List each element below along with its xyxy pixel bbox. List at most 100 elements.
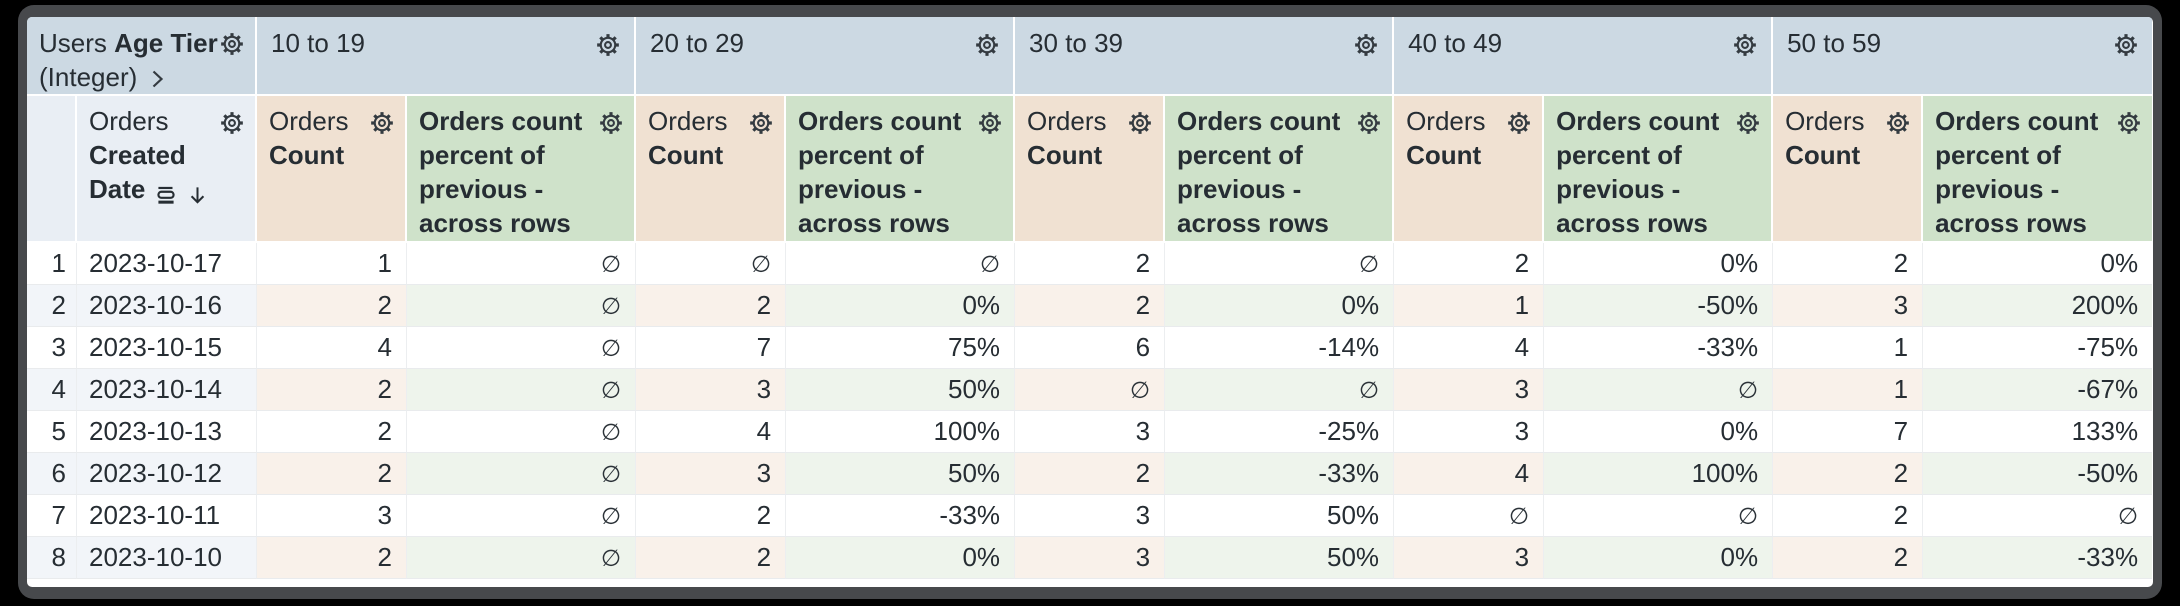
cell-orders-count[interactable]: 3 [1015, 537, 1166, 579]
cell-orders-count[interactable]: 2 [636, 285, 787, 327]
gear-icon[interactable] [1734, 104, 1762, 138]
measure-header-percent-of-previous[interactable]: Orders count percent of previous - acros… [407, 96, 637, 243]
measure-header-percent-of-previous[interactable]: Orders count percent of previous - acros… [1923, 96, 2153, 243]
cell-percent-of-previous[interactable]: -33% [1165, 453, 1395, 495]
cell-percent-of-previous[interactable]: ∅ [407, 327, 637, 369]
cell-orders-count[interactable]: 4 [1394, 453, 1545, 495]
cell-orders-count[interactable]: 2 [1394, 243, 1545, 285]
gear-icon[interactable] [1731, 26, 1759, 60]
gear-icon[interactable] [218, 25, 246, 59]
cell-orders-count[interactable]: 3 [1773, 285, 1924, 327]
pivot-header-30-39[interactable]: 30 to 39 [1015, 17, 1395, 96]
cell-orders-count[interactable]: 1 [1773, 327, 1924, 369]
cell-percent-of-previous[interactable]: ∅ [1544, 495, 1774, 537]
measure-header-orders-count[interactable]: Orders Count [636, 96, 787, 243]
gear-icon[interactable] [976, 104, 1004, 138]
cell-percent-of-previous[interactable]: -14% [1165, 327, 1395, 369]
cell-orders-count[interactable]: 3 [636, 369, 787, 411]
cell-percent-of-previous[interactable]: 0% [1165, 285, 1395, 327]
cell-orders-count[interactable]: 2 [257, 369, 408, 411]
gear-icon[interactable] [2112, 26, 2140, 60]
cell-orders-count[interactable]: 2 [257, 285, 408, 327]
cell-percent-of-previous[interactable]: 100% [1544, 453, 1774, 495]
dimension-header-users-age-tier[interactable]: Users Age Tier (Integer) [27, 17, 258, 96]
cell-percent-of-previous[interactable]: 200% [1923, 285, 2153, 327]
gear-icon[interactable] [1352, 26, 1380, 60]
cell-orders-count[interactable]: 3 [1394, 369, 1545, 411]
cell-percent-of-previous[interactable]: ∅ [407, 243, 637, 285]
cell-orders-count[interactable]: 2 [1773, 243, 1924, 285]
cell-percent-of-previous[interactable]: ∅ [1923, 495, 2153, 537]
grouped-rows-icon[interactable] [153, 178, 179, 208]
cell-percent-of-previous[interactable]: 0% [1544, 243, 1774, 285]
cell-orders-count[interactable]: 2 [1015, 285, 1166, 327]
cell-orders-created-date[interactable]: 2023-10-11 [77, 495, 258, 537]
cell-percent-of-previous[interactable]: -33% [1923, 537, 2153, 579]
cell-orders-count[interactable]: 2 [636, 537, 787, 579]
cell-percent-of-previous[interactable]: 0% [786, 285, 1016, 327]
cell-percent-of-previous[interactable]: -67% [1923, 369, 2153, 411]
cell-orders-count[interactable]: 2 [1773, 495, 1924, 537]
cell-orders-created-date[interactable]: 2023-10-12 [77, 453, 258, 495]
cell-orders-count[interactable]: 3 [1394, 537, 1545, 579]
cell-percent-of-previous[interactable]: 75% [786, 327, 1016, 369]
cell-orders-created-date[interactable]: 2023-10-10 [77, 537, 258, 579]
cell-percent-of-previous[interactable]: 50% [1165, 537, 1395, 579]
cell-orders-count[interactable]: 2 [1773, 537, 1924, 579]
cell-orders-created-date[interactable]: 2023-10-13 [77, 411, 258, 453]
cell-percent-of-previous[interactable]: 0% [1923, 243, 2153, 285]
gear-icon[interactable] [1884, 104, 1912, 138]
gear-icon[interactable] [2115, 104, 2143, 138]
measure-header-orders-count[interactable]: Orders Count [1773, 96, 1924, 243]
cell-orders-count[interactable]: 1 [257, 243, 408, 285]
row-field-header-orders-created-date[interactable]: Orders Created Date [77, 96, 258, 243]
cell-percent-of-previous[interactable]: ∅ [407, 285, 637, 327]
cell-percent-of-previous[interactable]: ∅ [407, 495, 637, 537]
gear-icon[interactable] [747, 104, 775, 138]
pivot-header-40-49[interactable]: 40 to 49 [1394, 17, 1774, 96]
cell-percent-of-previous[interactable]: 100% [786, 411, 1016, 453]
cell-orders-count[interactable]: 4 [636, 411, 787, 453]
cell-percent-of-previous[interactable]: -50% [1923, 453, 2153, 495]
measure-header-orders-count[interactable]: Orders Count [1015, 96, 1166, 243]
cell-percent-of-previous[interactable]: ∅ [1165, 243, 1395, 285]
cell-orders-count[interactable]: 1 [1773, 369, 1924, 411]
cell-orders-created-date[interactable]: 2023-10-14 [77, 369, 258, 411]
gear-icon[interactable] [1126, 104, 1154, 138]
chevron-right-icon[interactable] [145, 62, 169, 92]
cell-orders-count[interactable]: ∅ [1394, 495, 1545, 537]
measure-header-orders-count[interactable]: Orders Count [257, 96, 408, 243]
cell-orders-count[interactable]: 2 [257, 537, 408, 579]
cell-percent-of-previous[interactable]: ∅ [407, 453, 637, 495]
cell-percent-of-previous[interactable]: 0% [786, 537, 1016, 579]
cell-percent-of-previous[interactable]: 50% [786, 453, 1016, 495]
cell-percent-of-previous[interactable]: 50% [786, 369, 1016, 411]
cell-percent-of-previous[interactable]: ∅ [407, 411, 637, 453]
pivot-header-10-19[interactable]: 10 to 19 [257, 17, 637, 96]
cell-percent-of-previous[interactable]: -33% [1544, 327, 1774, 369]
cell-orders-count[interactable]: ∅ [1015, 369, 1166, 411]
cell-orders-count[interactable]: 3 [1394, 411, 1545, 453]
cell-percent-of-previous[interactable]: -75% [1923, 327, 2153, 369]
cell-orders-count[interactable]: 2 [1015, 453, 1166, 495]
cell-percent-of-previous[interactable]: 133% [1923, 411, 2153, 453]
cell-percent-of-previous[interactable]: 0% [1544, 411, 1774, 453]
cell-percent-of-previous[interactable]: 0% [1544, 537, 1774, 579]
cell-orders-count[interactable]: 3 [1015, 411, 1166, 453]
measure-header-orders-count[interactable]: Orders Count [1394, 96, 1545, 243]
cell-percent-of-previous[interactable]: -33% [786, 495, 1016, 537]
cell-orders-count[interactable]: 3 [1015, 495, 1166, 537]
sort-descending-arrow-icon[interactable] [186, 178, 209, 208]
cell-orders-count[interactable]: 6 [1015, 327, 1166, 369]
cell-percent-of-previous[interactable]: 50% [1165, 495, 1395, 537]
cell-orders-count[interactable]: 3 [257, 495, 408, 537]
measure-header-percent-of-previous[interactable]: Orders count percent of previous - acros… [1165, 96, 1395, 243]
cell-percent-of-previous[interactable]: -50% [1544, 285, 1774, 327]
gear-icon[interactable] [973, 26, 1001, 60]
cell-orders-count[interactable]: 2 [636, 495, 787, 537]
pivot-header-50-59[interactable]: 50 to 59 [1773, 17, 2153, 96]
gear-icon[interactable] [1505, 104, 1533, 138]
cell-percent-of-previous[interactable]: ∅ [1544, 369, 1774, 411]
gear-icon[interactable] [218, 104, 246, 138]
cell-orders-count[interactable]: 7 [1773, 411, 1924, 453]
